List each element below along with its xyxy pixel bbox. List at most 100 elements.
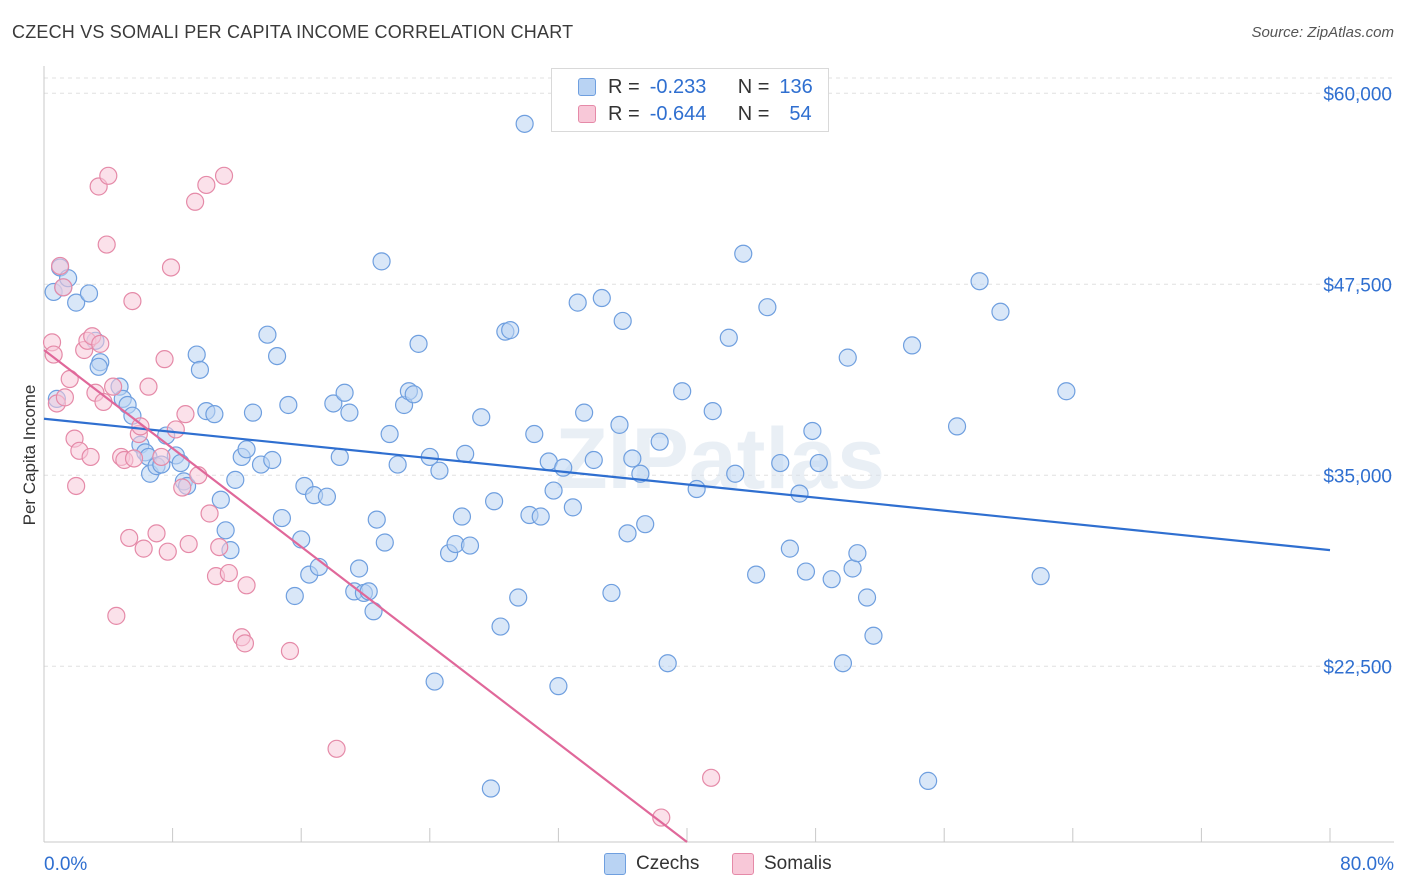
y-tick-label: $60,000	[1323, 84, 1392, 105]
somalis-point	[134, 539, 153, 558]
czechs-point	[636, 515, 655, 534]
czechs-point	[324, 394, 343, 413]
somalis-point	[166, 420, 185, 439]
y-tick-label: $47,500	[1323, 275, 1392, 296]
czechs-point	[485, 492, 504, 511]
czechs-point	[525, 424, 544, 444]
czechs-point	[367, 510, 386, 529]
somalis-point	[237, 576, 256, 595]
somalis-point	[210, 537, 229, 557]
czechs-point	[190, 360, 210, 379]
czechs-point	[216, 521, 235, 540]
czechs-point	[481, 779, 500, 798]
czechs-point	[501, 321, 520, 340]
czechs-point	[171, 453, 190, 473]
somalis-point	[123, 291, 142, 311]
n-value: 136	[779, 75, 813, 98]
czechs-point	[790, 484, 809, 503]
czechs-point	[803, 421, 822, 441]
somalis-point	[67, 476, 86, 496]
czechs-point	[780, 539, 799, 558]
czechs-point	[279, 395, 298, 415]
czechs-point	[335, 383, 354, 402]
r-label: R =	[608, 75, 640, 98]
somalis-point	[152, 447, 171, 467]
czechs-point	[703, 402, 722, 421]
czechs-point	[991, 302, 1010, 321]
czechs-point	[650, 432, 669, 451]
czechs-point	[243, 403, 263, 422]
axis-layer	[43, 66, 1394, 843]
czechs-point	[263, 450, 282, 470]
czechs-point	[1031, 567, 1050, 586]
czechs-point	[267, 346, 287, 366]
czechs-point	[549, 677, 568, 696]
somalis-point	[139, 377, 158, 396]
czechs-point	[864, 626, 883, 645]
czechs-point	[575, 403, 594, 422]
somalis-point	[54, 278, 73, 297]
x-tick-label-min: 0.0%	[44, 854, 87, 875]
r-value: -0.233	[649, 75, 707, 98]
czechs-point	[758, 298, 777, 317]
czechs-point	[610, 415, 629, 434]
somalis-point	[652, 808, 671, 827]
legend-item-somalis[interactable]: Somalis	[732, 852, 832, 876]
czechs-point	[602, 583, 621, 603]
somalis-point	[179, 534, 198, 554]
czechs-point	[563, 498, 582, 517]
czechs-point	[857, 588, 877, 607]
czechs-trend-line	[43, 417, 1331, 552]
somalis-point	[99, 166, 118, 185]
czechs-point	[375, 533, 394, 552]
czechs-point	[330, 447, 349, 467]
source-label: Source: ZipAtlas.com	[1251, 24, 1394, 41]
czechs-point	[460, 536, 480, 555]
somalis-point	[327, 739, 346, 758]
czechs-point	[833, 654, 853, 673]
legend-item-czechs[interactable]: Czechs	[604, 852, 699, 876]
czechs-point	[388, 455, 407, 474]
czechs-point	[89, 357, 108, 376]
czechs-point	[726, 464, 745, 483]
chart-title: CZECH VS SOMALI PER CAPITA INCOME CORREL…	[12, 22, 574, 42]
czechs-point	[687, 479, 706, 499]
y-tick-label: $35,000	[1323, 466, 1392, 487]
czechs-point	[1057, 382, 1076, 401]
czechs-point	[719, 328, 738, 347]
czechs-point	[340, 403, 359, 422]
tick-label-layer: $22,500 $35,000 $47,500 $60,000 0.0% 80.0%	[44, 84, 1394, 875]
czechs-point	[771, 453, 790, 473]
czechs-point	[902, 336, 922, 355]
somalis-point	[91, 334, 110, 353]
czechs-point	[970, 272, 989, 291]
r-value: -0.644	[649, 102, 707, 125]
somalis-point	[173, 478, 192, 497]
somalis-point	[107, 606, 126, 625]
points-layer	[42, 114, 1076, 827]
czechs-point	[430, 461, 449, 480]
somalis-point	[161, 258, 181, 277]
somalis-point	[97, 235, 116, 254]
czechs-point	[838, 348, 857, 367]
czechs-point	[317, 487, 337, 506]
somalis-swatch	[578, 105, 596, 123]
czechs-point	[456, 444, 475, 463]
czechs-point	[747, 565, 766, 584]
czechs-point	[544, 481, 563, 500]
czechs-point	[809, 453, 828, 473]
czechs-point	[568, 293, 587, 312]
somalis-point	[104, 377, 123, 396]
somalis-point	[158, 542, 177, 561]
somalis-point	[44, 345, 63, 364]
czechs-point	[618, 524, 637, 543]
somalis-point	[124, 449, 144, 468]
czechs-point	[79, 284, 99, 303]
czechs-point	[843, 559, 862, 578]
czechs-point	[272, 508, 292, 528]
czechs-legend-swatch	[604, 853, 626, 875]
n-value: 54	[789, 102, 812, 125]
somalis-point	[235, 634, 255, 653]
czechs-point	[237, 440, 256, 459]
